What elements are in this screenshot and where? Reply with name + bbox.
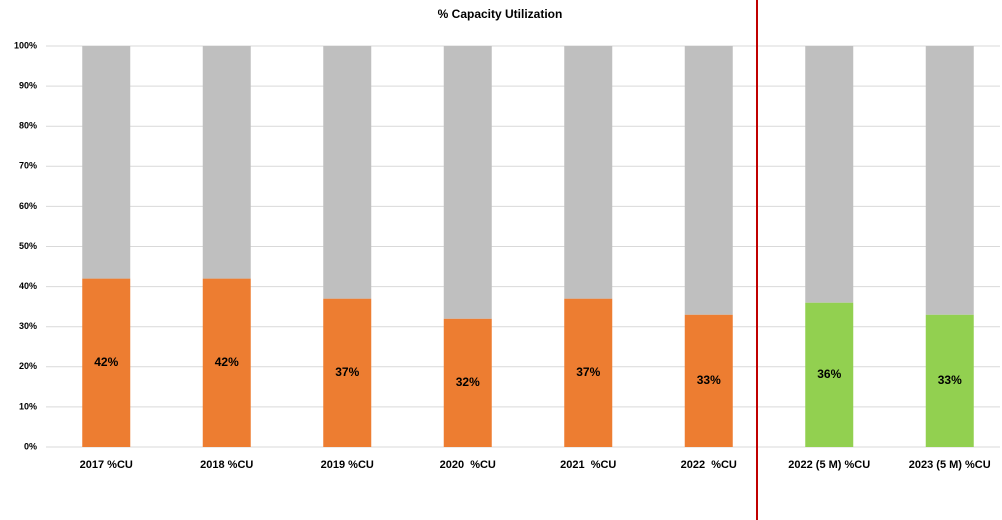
bar-segment (202, 278, 251, 447)
y-tick-label: 50% (19, 241, 37, 251)
y-tick-label: 70% (19, 161, 37, 171)
bar-segment (323, 46, 372, 299)
data-label: 42% (94, 355, 118, 369)
chart-title: % Capacity Utilization (438, 7, 563, 21)
y-tick-label: 10% (19, 401, 37, 411)
y-tick-label: 100% (14, 40, 37, 50)
data-label: 36% (817, 367, 841, 381)
x-tick-label: 2017 %CU (80, 459, 133, 471)
y-tick-label: 30% (19, 321, 37, 331)
x-tick-label: 2020 %CU (440, 459, 496, 471)
x-tick-label: 2018 %CU (200, 459, 253, 471)
data-label: 32% (456, 375, 480, 389)
y-tick-label: 80% (19, 121, 37, 131)
y-tick-label: 90% (19, 80, 37, 90)
bar-segment (684, 46, 733, 315)
bar-segment (564, 298, 613, 447)
bar-segment (564, 46, 613, 299)
bar-segment (805, 46, 854, 303)
data-label: 33% (938, 373, 962, 387)
data-label: 33% (697, 373, 721, 387)
bar-segment (925, 46, 974, 315)
y-tick-label: 0% (24, 441, 37, 451)
bar-segment (82, 278, 131, 447)
x-tick-label: 2019 %CU (321, 459, 374, 471)
bar-segment (805, 302, 854, 447)
y-tick-label: 60% (19, 201, 37, 211)
bar-segment (443, 46, 492, 319)
x-tick-label: 2021 %CU (560, 459, 616, 471)
bar-segment (323, 298, 372, 447)
bar-segment (82, 46, 131, 279)
y-tick-label: 20% (19, 361, 37, 371)
bar-segment (443, 318, 492, 447)
x-tick-label: 2023 (5 M) %CU (909, 459, 991, 471)
y-tick-label: 40% (19, 281, 37, 291)
data-label: 37% (335, 365, 359, 379)
x-tick-label: 2022 %CU (681, 459, 737, 471)
bar-segment (202, 46, 251, 279)
bar-segment (925, 314, 974, 447)
data-label: 42% (215, 355, 239, 369)
data-label: 37% (576, 365, 600, 379)
x-tick-label: 2022 (5 M) %CU (788, 459, 870, 471)
bar-segment (684, 314, 733, 447)
